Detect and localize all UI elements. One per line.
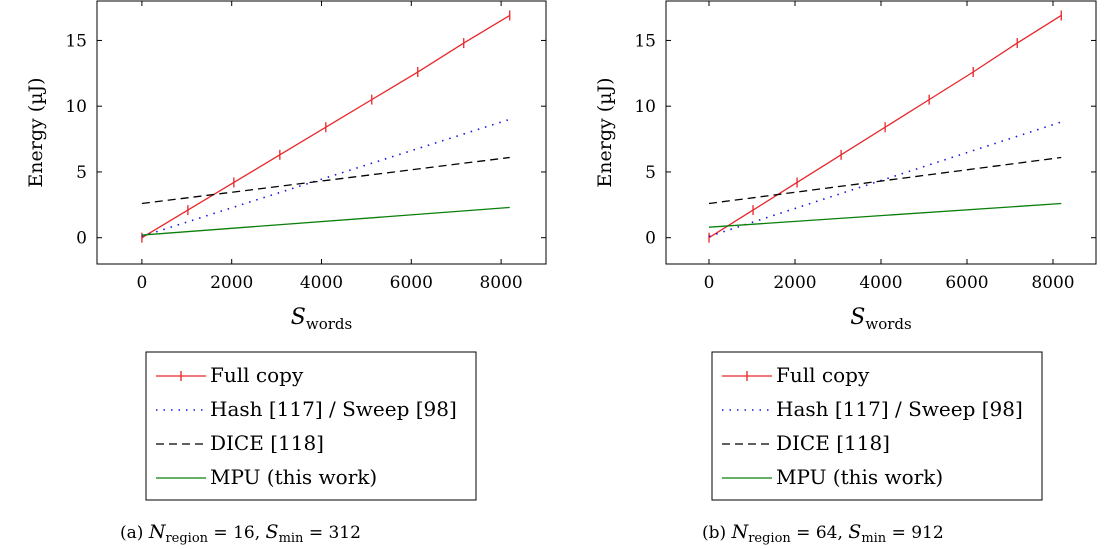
series-line	[141, 156, 510, 205]
x-tick-label: 2000	[210, 273, 253, 293]
x-tick-label: 0	[704, 273, 715, 293]
subfigure-caption: (b) Nregion = 64, Smin = 912	[702, 521, 944, 546]
y-tick-label: 10	[65, 97, 87, 117]
x-tick-label: 8000	[1031, 273, 1074, 293]
x-axis-label: Swords	[850, 305, 911, 333]
x-axis-label: Swords	[291, 305, 352, 333]
series-line	[141, 118, 510, 238]
series-line	[708, 121, 1062, 238]
y-tick-label: 5	[645, 163, 656, 183]
subfigure-caption: (a) Nregion = 16, Smin = 312	[120, 521, 361, 546]
caption-s-main: S	[848, 521, 861, 543]
chart-panel-a: 0 2000 4000 6000 8000 0 5 10 15 Energy (µJ) Swords…	[25, 0, 547, 546]
legend-entry: Hash [117] / Sweep [98]	[210, 397, 457, 421]
caption-n-sub: region	[748, 531, 791, 546]
x-axis-label-sub: words	[306, 315, 352, 333]
series-line	[708, 202, 1062, 228]
caption-n-main: N	[731, 521, 750, 543]
caption-n-val: = 64,	[791, 523, 849, 543]
legend-entry: MPU (this work)	[210, 465, 377, 489]
caption-s-val: = 912	[886, 523, 944, 543]
legend-entry: Full copy	[210, 363, 304, 387]
legend-entry: Hash [117] / Sweep [98]	[776, 397, 1023, 421]
y-tick-label: 0	[645, 229, 656, 249]
y-tick-label: 10	[634, 97, 656, 117]
series-2	[141, 156, 510, 205]
y-tick-label: 15	[634, 31, 656, 51]
x-tick-label: 2000	[773, 273, 816, 293]
caption-n-main: N	[148, 521, 167, 543]
series-line	[141, 206, 510, 236]
series-0	[708, 10, 1062, 243]
series-0	[141, 10, 511, 243]
series-3	[141, 206, 510, 236]
x-tick-label: 6000	[945, 273, 988, 293]
caption-n-sub: region	[165, 531, 208, 546]
caption-s-sub: min	[861, 531, 886, 546]
caption-label: (b)	[702, 523, 732, 543]
x-axis-label-main: S	[850, 305, 865, 330]
x-tick-label: 4000	[300, 273, 343, 293]
legend-box	[711, 351, 1043, 501]
x-tick-label: 8000	[479, 273, 522, 293]
legend-entry: DICE [118]	[210, 431, 324, 455]
caption-s-sub: min	[279, 531, 304, 546]
chart-panel-b: 0 2000 4000 6000 8000 0 5 10 15 Energy (µJ) Swords…	[594, 0, 1097, 546]
legend-entry: DICE [118]	[776, 431, 890, 455]
series-3	[708, 202, 1062, 228]
y-tick-label: 5	[76, 163, 87, 183]
caption-label: (a)	[120, 523, 149, 543]
y-axis-label: Energy (µJ)	[25, 77, 47, 187]
caption-n-val: = 16,	[208, 523, 266, 543]
x-tick-label: 4000	[859, 273, 902, 293]
legend-box	[145, 351, 477, 501]
y-axis-label: Energy (µJ)	[594, 77, 616, 187]
legend: Full copy Hash [117] / Sweep [98] DICE [11…	[711, 351, 1043, 501]
series-2	[708, 156, 1062, 205]
x-axis-label-main: S	[291, 305, 306, 330]
legend-entry: MPU (this work)	[776, 465, 943, 489]
legend: Full copy Hash [117] / Sweep [98] DICE [11…	[145, 351, 477, 501]
x-tick-label: 0	[136, 273, 147, 293]
series-1	[708, 121, 1062, 238]
x-tick-label: 6000	[390, 273, 433, 293]
legend-entry: Full copy	[776, 363, 870, 387]
caption-s-main: S	[266, 521, 279, 543]
y-tick-label: 0	[76, 229, 87, 249]
x-axis-label-sub: words	[865, 315, 911, 333]
caption-s-val: = 312	[303, 523, 361, 543]
y-tick-label: 15	[65, 31, 87, 51]
series-line	[708, 156, 1062, 205]
series-1	[141, 118, 510, 238]
